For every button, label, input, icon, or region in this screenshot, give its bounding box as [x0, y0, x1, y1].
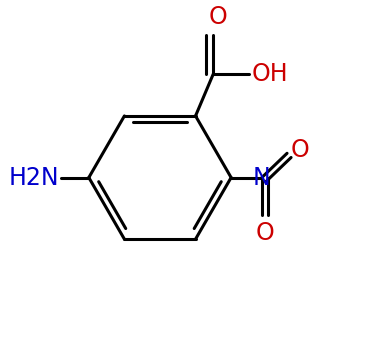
- Text: O: O: [256, 221, 275, 245]
- Text: O: O: [291, 138, 310, 162]
- Text: H2N: H2N: [9, 166, 60, 189]
- Text: O: O: [208, 5, 227, 29]
- Text: OH: OH: [252, 62, 288, 86]
- Text: N: N: [253, 166, 271, 189]
